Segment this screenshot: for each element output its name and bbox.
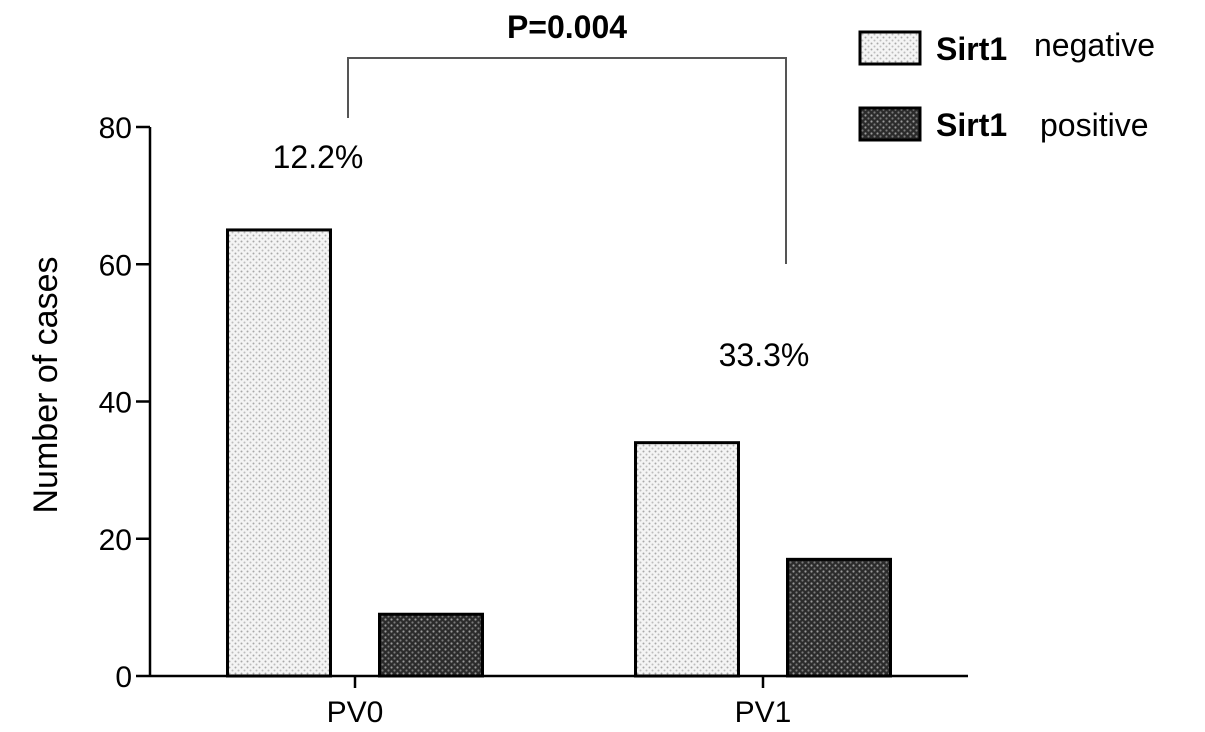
y-tick-label: 40 [99,387,132,420]
bar-positive-pv1 [786,557,892,678]
legend-label-positive-desc: positive [1040,107,1149,143]
bar-negative-pv0 [226,228,332,678]
y-tick-label: 0 [115,661,132,694]
percent-label-pv1: 33.3% [719,337,810,373]
x-tick-label-pv1: PV1 [735,696,792,729]
bars [226,228,892,678]
legend-label-negative-name: Sirt1 [936,31,1007,67]
legend-swatch-positive [858,106,922,142]
significance-label: P=0.004 [507,9,627,45]
annotations: 12.2% 33.3% P=0.004 [273,9,810,373]
y-axis-title: Number of cases [27,257,65,514]
y-tick-label: 20 [99,524,132,557]
legend-item-negative: Sirt1 negative [858,27,1155,67]
legend-label-positive-name: Sirt1 [936,107,1007,143]
bar-negative-pv1 [634,441,740,678]
y-tick-label: 80 [99,112,132,145]
percent-label-pv0: 12.2% [273,139,364,175]
y-ticks: 0 20 40 60 80 [99,112,150,694]
x-tick-label-pv0: PV0 [327,696,384,729]
legend: Sirt1 negative Sirt1 positive [858,27,1155,143]
y-tick-label: 60 [99,249,132,282]
legend-label-negative-desc: negative [1034,27,1155,63]
x-ticks: PV0 PV1 [327,676,792,729]
bar-positive-pv0 [378,612,484,678]
legend-item-positive: Sirt1 positive [858,106,1149,143]
legend-swatch-negative [858,30,922,66]
significance-bracket [347,57,787,264]
